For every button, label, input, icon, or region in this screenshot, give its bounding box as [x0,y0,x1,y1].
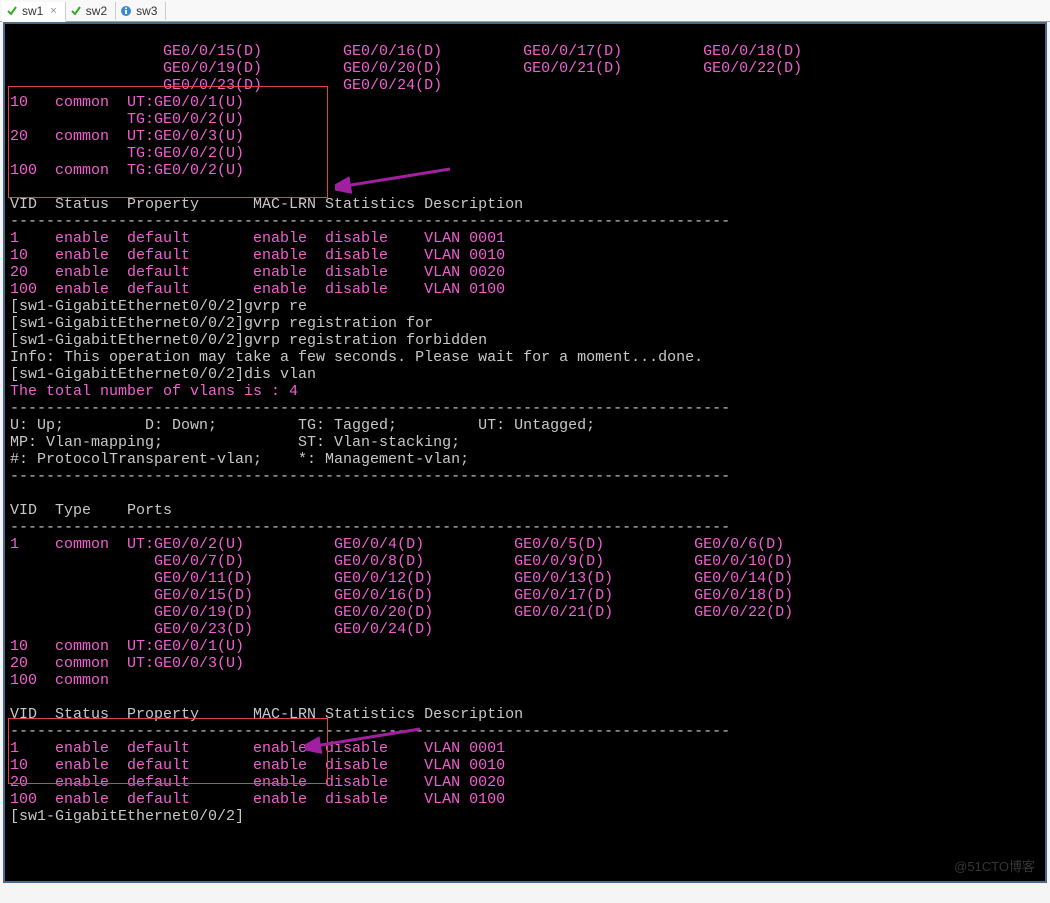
tab-sw1[interactable]: sw1 × [2,2,66,22]
tab-bar: sw1 × sw2 sw3 [0,0,1050,22]
check-icon [6,5,18,17]
watermark: @51CTO博客 [954,858,1035,875]
tab-label: sw1 [22,4,43,18]
check-icon [70,5,82,17]
tab-sw2[interactable]: sw2 [66,2,116,20]
tab-label: sw2 [86,4,107,18]
terminal[interactable]: GE0/0/15(D) GE0/0/16(D) GE0/0/17(D) GE0/… [3,22,1047,883]
terminal-output: GE0/0/15(D) GE0/0/16(D) GE0/0/17(D) GE0/… [10,43,1040,825]
info-icon [120,5,132,17]
tab-sw3[interactable]: sw3 [116,2,166,20]
close-icon[interactable]: × [50,5,56,17]
tab-label: sw3 [136,4,157,18]
